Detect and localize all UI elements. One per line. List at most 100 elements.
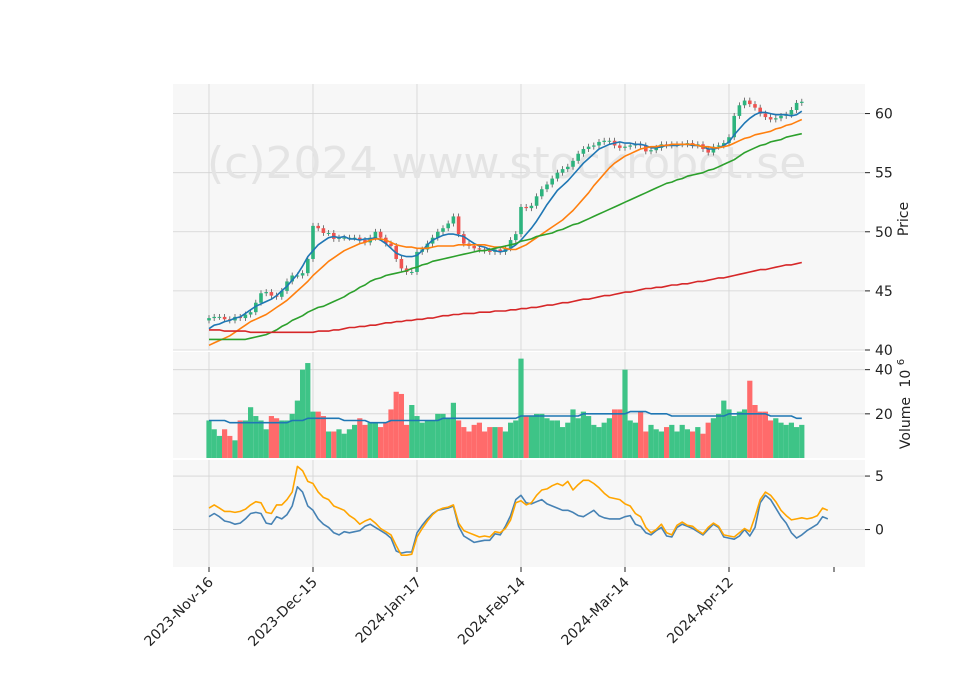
candle-up: [722, 143, 726, 146]
candle-down: [524, 206, 528, 209]
volume-bar-up: [424, 420, 430, 458]
volume-bar-up: [570, 409, 576, 458]
candle-down: [488, 250, 492, 252]
volume-bar-down: [331, 431, 337, 458]
candle-up: [295, 275, 300, 277]
candle-up: [602, 140, 606, 142]
volume-bar-down: [227, 435, 233, 458]
volume-bar-down: [315, 411, 321, 458]
volume-bar-down: [612, 409, 618, 458]
volume-bar-up: [450, 402, 456, 458]
volume-bar-up: [606, 418, 612, 458]
volume-bar-up: [580, 411, 586, 458]
candle-up: [451, 216, 456, 224]
candle-down: [462, 234, 466, 244]
candle-up: [607, 140, 612, 142]
volume-bar-up: [778, 422, 784, 458]
candle-up: [540, 189, 544, 197]
candle-up: [425, 243, 430, 250]
oscillator-line-1: [208, 485, 829, 554]
candle-up: [342, 237, 346, 239]
candle-up: [623, 146, 627, 148]
volume-bar-up: [731, 416, 737, 458]
volume-bar-up: [346, 429, 352, 458]
candle-down: [498, 249, 502, 252]
candle-up: [259, 293, 263, 303]
volume-bar-up: [242, 420, 248, 458]
volume-bar-up: [716, 413, 722, 458]
volume-bar-up: [710, 418, 716, 458]
x-tick-label: 2024-Jan-17: [353, 575, 425, 647]
volume-bar-down: [274, 418, 280, 458]
volume-bar-up: [253, 416, 259, 458]
candle-up: [446, 223, 450, 229]
volume-bar-up: [206, 420, 212, 458]
candle-up: [649, 150, 653, 152]
volume-bar-up: [783, 424, 789, 458]
candle-up: [545, 184, 549, 190]
volume-bar-up: [336, 429, 342, 458]
candle-up: [519, 206, 523, 235]
price-panel-background: [173, 84, 865, 350]
volume-bar-up: [544, 418, 550, 458]
y-tick-label: 0: [875, 523, 884, 539]
candle-down: [763, 113, 768, 118]
candle-up: [290, 275, 294, 282]
volume-bar-up: [248, 407, 254, 458]
volume-bar-down: [383, 422, 389, 458]
volume-bar-down: [466, 431, 472, 458]
volume-bar-down: [268, 416, 274, 458]
volume-bar-up: [216, 435, 222, 458]
volume-bar-up: [310, 411, 316, 458]
x-tick-label: 2024-Apr-12: [664, 575, 737, 648]
volume-bar-down: [388, 409, 394, 458]
volume-bar-up: [445, 418, 451, 458]
volume-bar-up: [560, 427, 566, 458]
volume-bar-up: [534, 413, 540, 458]
volume-bar-up: [508, 422, 514, 458]
volume-average-line: [209, 410, 802, 424]
candle-down: [269, 292, 274, 296]
volume-bar-down: [664, 427, 670, 458]
candle-down: [389, 243, 393, 246]
candle-up: [207, 318, 211, 321]
candle-up: [529, 205, 534, 209]
candle-up: [779, 115, 783, 119]
y-tick-label: 40: [875, 363, 893, 379]
y-tick-label: 45: [875, 284, 893, 300]
x-tick-label: 2023-Nov-16: [142, 574, 217, 649]
candle-up: [306, 258, 310, 274]
volume-bar-down: [638, 411, 644, 458]
candle-up: [592, 145, 596, 147]
candle-up: [436, 231, 440, 238]
candle-up: [742, 100, 747, 106]
volume-axis-label-text: Volume: [898, 397, 914, 449]
volume-bar-down: [523, 416, 529, 458]
volume-bar-up: [736, 411, 742, 458]
volume-bar-up: [414, 416, 420, 458]
candle-down: [358, 237, 362, 241]
oscillator-line-2: [208, 465, 829, 557]
volume-bar-up: [674, 431, 680, 458]
volume-bar-up: [367, 422, 373, 458]
candle-up: [737, 105, 742, 116]
candle-up: [628, 145, 632, 147]
candle-up: [280, 290, 284, 297]
price-axis-label: Price: [896, 202, 912, 236]
candle-down: [321, 228, 326, 233]
candle-down: [399, 258, 404, 269]
volume-bar-down: [690, 431, 696, 458]
volume-bar-up: [799, 424, 805, 458]
candle-down: [706, 149, 710, 153]
candle-down: [378, 231, 383, 238]
volume-bar-down: [752, 405, 758, 458]
candle-up: [586, 146, 591, 150]
x-tick-label: 2024-Feb-14: [455, 574, 529, 648]
volume-bar-up: [518, 358, 524, 458]
volume-bar-up: [658, 431, 664, 458]
volume-bar-up: [788, 422, 794, 458]
candle-up: [576, 153, 580, 161]
candle-down: [618, 145, 622, 148]
candle-up: [774, 118, 778, 120]
volume-bar-up: [284, 420, 290, 458]
